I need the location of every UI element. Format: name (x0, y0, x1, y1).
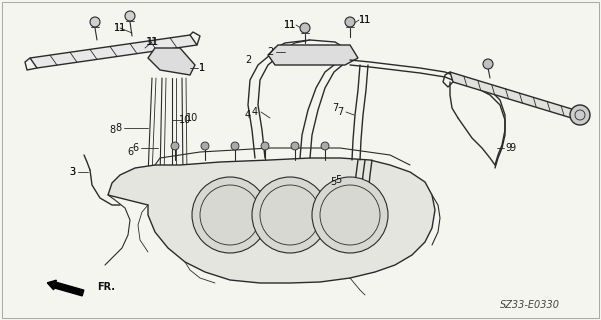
Polygon shape (108, 158, 435, 283)
Text: 6: 6 (127, 147, 133, 157)
Circle shape (171, 142, 179, 150)
Text: 1: 1 (199, 63, 205, 73)
Circle shape (300, 23, 310, 33)
Text: FR.: FR. (97, 282, 115, 292)
Text: 9: 9 (505, 143, 511, 153)
Text: 7: 7 (332, 103, 338, 113)
Text: 5: 5 (335, 175, 341, 185)
Text: 2: 2 (267, 47, 273, 57)
Circle shape (125, 11, 135, 21)
Text: 11: 11 (114, 23, 126, 33)
Circle shape (261, 142, 269, 150)
Text: 11: 11 (147, 37, 159, 47)
Text: 4: 4 (252, 107, 258, 117)
Text: 11: 11 (284, 20, 296, 30)
Text: 11: 11 (359, 15, 371, 25)
Text: 11: 11 (146, 37, 158, 47)
Text: 7: 7 (337, 107, 343, 117)
Text: 5: 5 (330, 177, 336, 187)
Circle shape (201, 142, 209, 150)
Circle shape (231, 142, 239, 150)
Polygon shape (148, 48, 195, 75)
Polygon shape (268, 45, 358, 65)
Text: 10: 10 (186, 113, 198, 123)
Text: 9: 9 (509, 143, 515, 153)
Circle shape (570, 105, 590, 125)
Text: 1: 1 (199, 63, 205, 73)
Text: 3: 3 (69, 167, 75, 177)
Circle shape (321, 142, 329, 150)
Circle shape (483, 59, 493, 69)
Polygon shape (450, 72, 578, 120)
Circle shape (291, 142, 299, 150)
Text: 3: 3 (69, 167, 75, 177)
Circle shape (252, 177, 328, 253)
Circle shape (192, 177, 268, 253)
Circle shape (90, 17, 100, 27)
Text: 11: 11 (114, 23, 126, 33)
FancyArrow shape (47, 280, 84, 296)
Polygon shape (30, 35, 197, 68)
Text: 2: 2 (245, 55, 251, 65)
Text: 4: 4 (245, 110, 251, 120)
Text: 11: 11 (359, 15, 371, 25)
Text: 6: 6 (132, 143, 138, 153)
Text: SZ33-E0330: SZ33-E0330 (500, 300, 560, 310)
Text: 8: 8 (109, 125, 115, 135)
Text: 8: 8 (115, 123, 121, 133)
Circle shape (312, 177, 388, 253)
Text: 11: 11 (284, 20, 296, 30)
Text: 10: 10 (179, 115, 191, 125)
Circle shape (345, 17, 355, 27)
